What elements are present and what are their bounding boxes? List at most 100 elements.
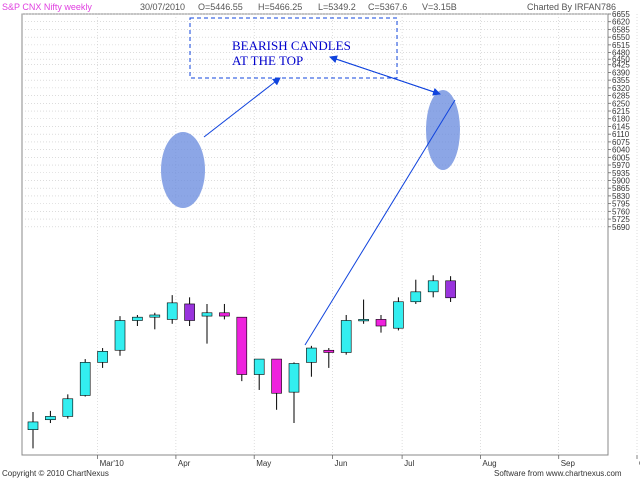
y-tick-label: 6110 [612,130,630,139]
y-tick-label: 5690 [612,223,630,232]
candle-body-bull [149,314,161,318]
y-tick-label: 6075 [612,138,630,147]
candle [375,314,387,333]
y-tick-label: 5900 [612,176,630,185]
candle-body-bear [236,316,248,375]
candle [201,303,213,344]
x-tick-label: May [256,459,271,468]
candle [358,299,369,324]
candle-body-bear [184,303,195,321]
y-tick-label: 5830 [612,192,630,201]
y-tick-label: 6215 [612,107,630,116]
header-volume: V=3.15B [422,2,457,12]
candle [149,312,161,330]
x-axis-ticks: Mar'10AprMayJunJulAugSepOct [97,455,640,468]
y-tick-label: 6040 [612,146,630,155]
candle [114,316,126,356]
candle-body-bear [445,280,456,299]
y-tick-label: 6620 [612,18,630,27]
y-tick-label: 6285 [612,92,630,101]
candles [27,275,456,449]
footer-copyright: Copyright © 2010 ChartNexus [2,469,109,478]
header-open: O=5446.55 [198,2,243,12]
candle-body-bull [97,351,108,363]
candle [97,348,108,368]
candle-body-bull [253,358,265,375]
candle-body-bull [114,320,126,351]
candle [27,412,39,449]
candle [410,279,422,304]
x-tick-label: Mar'10 [100,459,125,468]
plot-area [21,13,609,456]
candle-body-bull [288,363,300,393]
candle-body-bull [393,301,404,329]
y-tick-label: 6250 [612,99,630,108]
y-tick-label: 6005 [612,153,630,162]
annotation-line1: BEARISH CANDLES [232,38,351,53]
y-tick-label: 6390 [612,68,630,77]
header-charted-by: Charted By IRFAN786 [527,2,616,12]
candle-body-bull [79,362,91,396]
header-low: L=5349.2 [318,2,356,12]
candle [306,345,317,377]
y-tick-label: 6355 [612,76,630,85]
candle [253,358,265,390]
y-tick-label: 6450 [612,55,630,64]
y-tick-label: 6145 [612,122,630,131]
x-tick-label: Jun [335,459,348,468]
candle-body-bull [62,398,74,417]
candle-body-bull [166,302,178,320]
annotation-box [189,17,398,79]
y-tick-label: 6515 [612,41,630,50]
candle [445,276,456,302]
header-high: H=5466.25 [258,2,302,12]
highlight-ellipse-july [426,90,460,170]
candle [288,362,300,424]
candle [323,348,335,368]
candle-body-bull [340,320,352,353]
y-tick-label: 5935 [612,169,630,178]
candle [132,314,143,327]
candle-body-bull [201,312,213,317]
x-tick-label: Jul [404,459,414,468]
y-tick-label: 6180 [612,115,630,124]
y-tick-label: 5865 [612,184,630,193]
y-tick-label: 6480 [612,49,630,58]
y-axis-ticks: 6655662065856550651564806450642563906355… [608,10,630,232]
x-tick-label: Apr [178,459,191,468]
y-tick-label: 6655 [612,10,630,19]
header-close: C=5367.6 [368,2,407,12]
candle [393,297,404,331]
annotation-arrow-left [203,77,281,138]
footer-website: Software from www.chartnexus.com [494,469,622,478]
highlight-ellipse-april [161,132,205,208]
y-tick-label: 6320 [612,84,630,93]
candle [45,410,56,424]
candle-body-bull [358,319,369,322]
candle-body-bull [27,421,39,430]
x-tick-label: Aug [482,459,496,468]
candle-body-bull [132,316,143,321]
candle-body-bear [323,349,335,353]
chart-title: S&P CNX Nifty weekly [2,2,92,12]
y-tick-label: 5760 [612,207,630,216]
candle [184,297,195,327]
candle [236,316,248,382]
annotation-line2: AT THE TOP [232,53,303,68]
header-date: 30/07/2010 [140,2,185,12]
candle-body-bull [427,280,439,293]
candle-body-bull [45,416,56,421]
candle [79,359,91,397]
candle [219,303,230,320]
annotation-arrow-right-head [329,56,441,96]
x-tick-label: Sep [561,459,576,468]
candle [166,295,178,324]
candle [427,275,439,298]
y-tick-label: 6550 [612,33,630,42]
candle [340,314,352,355]
candle-body-bear [271,358,282,394]
candle-body-bear [219,312,230,317]
candle-body-bull [410,291,422,303]
trend-line [304,99,456,346]
